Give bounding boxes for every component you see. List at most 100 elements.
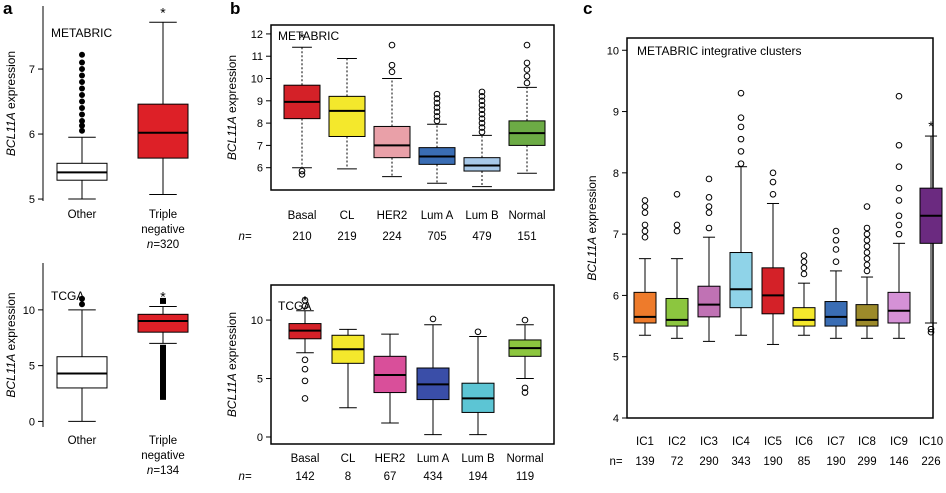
box-iqr (633, 291, 657, 324)
significance-star: * (302, 293, 308, 309)
outlier-point (521, 389, 529, 396)
significance-star: * (160, 4, 166, 20)
box-iqr (137, 103, 189, 159)
outlier-point (79, 295, 85, 302)
y-axis-label: BCL11A expression (4, 51, 18, 156)
outlier-point (769, 178, 777, 186)
y-tick-label: 5 (29, 361, 35, 373)
box-other (56, 295, 108, 422)
outlier-point (433, 113, 441, 120)
n-count-label: 434 (423, 471, 443, 483)
x-category-label: Lum A (421, 210, 454, 222)
y-axis-gene: BCL11A (4, 354, 18, 398)
x-category-label: IC6 (795, 436, 813, 448)
outlier-point (160, 344, 166, 351)
y-tick-label: 9 (613, 107, 619, 119)
outlier-point (79, 127, 85, 134)
outlier-point (673, 190, 681, 198)
y-axis-label: BCL11A expression (4, 292, 18, 397)
outlier-point (863, 236, 871, 244)
outlier-point (895, 184, 903, 192)
outlier-point (641, 227, 649, 235)
outlier-point (705, 175, 713, 183)
box-iqr (792, 307, 816, 327)
y-axis-gene: BCL11A (225, 373, 239, 417)
box-triple-negative: * (137, 289, 189, 400)
box-ic3 (697, 175, 721, 342)
outlier-point (301, 377, 309, 385)
y-tick-label: 12 (251, 29, 263, 41)
y-tick-label: 11 (252, 51, 263, 63)
n-count-label: 210 (292, 231, 311, 243)
x-category-label: HER2 (375, 453, 406, 465)
y-tick-label: 7 (257, 140, 263, 152)
outlier-point (895, 197, 903, 204)
outlier-point (641, 221, 649, 229)
x-category-label: Other (68, 209, 97, 221)
box-ic10: * (919, 118, 943, 336)
n-prefix: n= (147, 465, 160, 477)
outlier-point (478, 128, 486, 136)
outlier-point (832, 246, 840, 253)
outlier-point (79, 51, 85, 58)
x-category-label: Triple (149, 209, 177, 221)
box-ic2 (665, 190, 689, 339)
y-axis-gene: BCL11A (4, 112, 18, 156)
y-tick-label: 7 (29, 64, 35, 76)
chart-title: METABRIC (278, 29, 339, 43)
box-ic5 (761, 169, 785, 345)
outlier-point (769, 190, 777, 198)
outlier-point (523, 41, 531, 49)
n-count-label: 226 (921, 456, 940, 468)
x-category-label: Normal (508, 210, 545, 222)
n-value: 134 (160, 465, 180, 477)
box-iqr (761, 267, 785, 315)
outlier-point (895, 212, 903, 220)
outlier-point (521, 316, 529, 324)
n-count-label: 224 (382, 231, 402, 243)
box-basal: * (283, 29, 321, 178)
outlier-point (863, 203, 871, 210)
outlier-point (388, 61, 396, 69)
x-category-label: Basal (291, 453, 320, 465)
outlier-point (160, 367, 166, 374)
box-other (56, 51, 108, 200)
chart-b_metabric: 6 7 8 9 10 11 12 BCL11A expression METABRIC* Basa… (225, 24, 555, 243)
outlier-point (863, 249, 871, 256)
outlier-point (523, 79, 531, 87)
x-category-label: IC3 (700, 436, 718, 448)
box-her2 (373, 333, 407, 424)
box-normal (508, 316, 542, 396)
n-count-label: 139 (635, 456, 654, 468)
n-count-label: 343 (731, 456, 750, 468)
chart-a_tcga: 0 5 10 BCL11A expression TCGA * Other Triple neg… (4, 263, 189, 477)
n-count-label: 299 (857, 456, 876, 468)
outlier-point (298, 167, 306, 175)
significance-star: * (299, 29, 305, 45)
chart-c: 4 5 6 7 8 9 10 BCL11A expression METABRIC integr… (585, 37, 943, 468)
outlier-point (737, 135, 745, 143)
outlier-point (388, 68, 396, 76)
x-category-label: CL (341, 453, 356, 465)
x-category-label: Triple (149, 435, 177, 447)
outlier-point (298, 171, 306, 178)
significance-star: * (928, 118, 934, 134)
outlier-point (160, 349, 166, 356)
outlier-point (863, 267, 871, 275)
y-axis-suffix: expression (225, 312, 239, 373)
outlier-point (895, 141, 903, 149)
x-category-label: Normal (506, 453, 543, 465)
y-tick-label: 7 (613, 229, 619, 241)
outlier-point (737, 123, 745, 131)
box-iqr (328, 95, 366, 137)
outlier-point (800, 252, 808, 259)
outlier-point (478, 119, 486, 127)
outlier-point (737, 89, 745, 97)
x-category-label: negative (141, 450, 184, 462)
outlier-point (478, 106, 486, 114)
y-tick-label: 6 (257, 163, 263, 175)
outlier-point (673, 221, 681, 229)
outlier-point (160, 358, 166, 365)
outlier-point (433, 108, 441, 116)
outlier-point (737, 160, 745, 167)
